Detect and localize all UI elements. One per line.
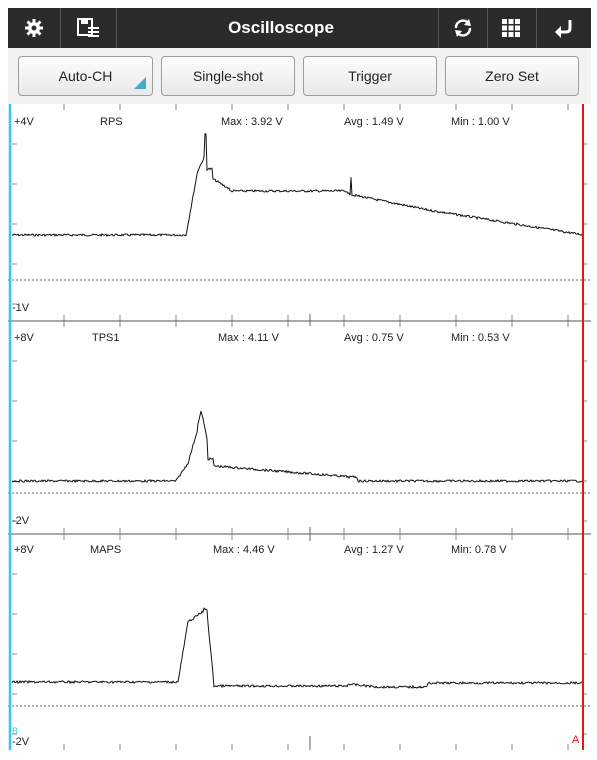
grid-icon xyxy=(502,19,520,37)
single-shot-label: Single-shot xyxy=(192,68,264,84)
rps-waveform xyxy=(11,133,584,238)
ch3-top-scale: +8V xyxy=(14,544,34,556)
settings-button[interactable] xyxy=(8,8,61,48)
save-list-icon xyxy=(77,18,99,37)
ch2-max: Max : 4.11 V xyxy=(218,332,279,344)
ch1-top-scale: +4V xyxy=(14,116,34,128)
ch2-name: TPS1 xyxy=(92,332,120,344)
maps-waveform xyxy=(11,607,585,689)
waveform-canvas xyxy=(8,104,591,750)
zero-set-label: Zero Set xyxy=(485,68,539,84)
ch3-max: Max : 4.46 V xyxy=(213,544,275,556)
ch2-avg: Avg : 0.75 V xyxy=(344,332,404,344)
cursor-a-label: A xyxy=(572,734,580,746)
page-title: Oscilloscope xyxy=(228,18,334,37)
trigger-button[interactable]: Trigger xyxy=(303,56,437,96)
cursor-b-label: B xyxy=(12,726,19,736)
toolbar: Oscilloscope xyxy=(8,8,591,48)
ch1-avg: Avg : 1.49 V xyxy=(344,116,404,128)
back-button[interactable] xyxy=(536,8,591,48)
ch1-bottom-scale: -1V xyxy=(12,302,30,314)
gear-icon xyxy=(25,19,43,37)
ch1-max: Max : 3.92 V xyxy=(221,116,283,128)
auto-ch-button[interactable]: Auto-CH xyxy=(18,56,153,96)
ch1-name: RPS xyxy=(100,116,123,128)
ch3-name: MAPS xyxy=(90,544,122,556)
grid-view-button[interactable] xyxy=(486,8,537,48)
tps1-waveform xyxy=(11,410,585,484)
ch3-bottom-scale: -2V xyxy=(12,736,30,748)
back-icon xyxy=(554,20,571,38)
ch3-min: Min: 0.78 V xyxy=(451,544,507,556)
single-shot-button[interactable]: Single-shot xyxy=(161,56,295,96)
ch2-bottom-scale: -2V xyxy=(12,515,30,527)
save-data-button[interactable] xyxy=(60,8,117,48)
scope-display[interactable]: +4V RPS Max : 3.92 V Avg : 1.49 V Min : … xyxy=(8,104,591,750)
dropdown-corner-icon xyxy=(134,77,146,89)
refresh-button[interactable] xyxy=(438,8,488,48)
ch2-min: Min : 0.53 V xyxy=(451,332,510,344)
refresh-icon xyxy=(454,19,472,37)
ch3-avg: Avg : 1.27 V xyxy=(344,544,404,556)
mode-bar: Auto-CH Single-shot Trigger Zero Set xyxy=(8,48,591,105)
trigger-label: Trigger xyxy=(348,68,392,84)
ch1-min: Min : 1.00 V xyxy=(451,116,510,128)
auto-ch-label: Auto-CH xyxy=(58,68,113,84)
zero-set-button[interactable]: Zero Set xyxy=(445,56,579,96)
ch2-top-scale: +8V xyxy=(14,332,34,344)
